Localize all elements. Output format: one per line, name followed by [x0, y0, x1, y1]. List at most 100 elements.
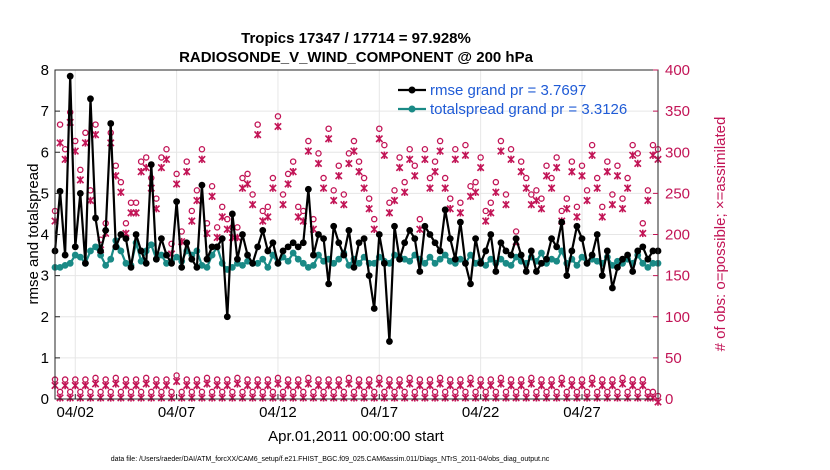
obs-assimilated-marker — [117, 188, 125, 197]
obs-possible-marker — [441, 174, 449, 182]
obs-assimilated-marker — [340, 200, 348, 209]
rmse-point — [147, 161, 155, 168]
obs-assimilated-marker — [137, 394, 145, 402]
obs-possible-marker — [77, 166, 84, 174]
rmse-point — [608, 284, 616, 292]
obs-possible-marker — [573, 203, 581, 211]
rmse-point — [553, 243, 561, 251]
obs-assimilated-marker — [213, 381, 221, 390]
obs-possible-marker — [370, 215, 378, 223]
obs-possible-marker — [553, 154, 560, 161]
obs-possible-marker — [117, 178, 125, 186]
obs-possible-marker — [604, 158, 611, 165]
rmse-point — [284, 243, 292, 251]
obs-possible-marker — [249, 191, 256, 198]
totalspread-point — [573, 261, 581, 269]
obs-possible-marker — [360, 174, 368, 182]
rmse-point — [568, 247, 576, 255]
obs-possible-marker — [421, 145, 429, 153]
obs-possible-marker — [401, 178, 408, 186]
obs-possible-marker — [92, 121, 99, 128]
obs-assimilated-marker — [426, 184, 434, 192]
obs-possible-marker — [350, 137, 358, 145]
obs-possible-marker — [274, 113, 282, 120]
obs-assimilated-marker — [324, 135, 333, 143]
rmse-point — [583, 259, 591, 267]
left-tick-label: 3 — [41, 268, 49, 285]
obs-assimilated-marker — [588, 380, 596, 388]
rmse-point — [274, 259, 282, 267]
obs-assimilated-marker — [593, 184, 601, 192]
rmse-point — [304, 185, 312, 193]
rmse-point — [76, 189, 84, 197]
obs-assimilated-marker — [294, 381, 302, 390]
rmse-point — [335, 239, 343, 247]
obs-assimilated-marker — [416, 381, 424, 390]
totalspread-point — [102, 261, 110, 269]
legend-spread-label: totalspread grand pr = 3.3126 — [430, 101, 627, 118]
obs-assimilated-marker — [309, 394, 318, 402]
obs-assimilated-marker — [451, 394, 460, 402]
obs-assimilated-marker — [552, 163, 561, 172]
obs-possible-marker — [173, 170, 180, 178]
rmse-point — [330, 222, 338, 230]
totalspread-point — [421, 259, 429, 267]
obs-possible-marker — [365, 195, 373, 202]
x-tick-label: 04/12 — [259, 404, 297, 421]
obs-assimilated-marker — [319, 394, 328, 402]
obs-possible-marker — [436, 137, 444, 145]
x-tick-label: 04/27 — [563, 404, 601, 421]
obs-assimilated-marker — [350, 147, 358, 155]
obs-assimilated-marker — [258, 394, 267, 402]
obs-possible-marker — [568, 158, 576, 165]
obs-assimilated-marker — [426, 381, 434, 390]
obs-possible-marker — [137, 158, 145, 165]
rmse-point — [193, 264, 201, 271]
rmse-point — [411, 235, 419, 243]
obs-possible-marker — [244, 170, 251, 178]
obs-assimilated-marker — [405, 155, 414, 164]
obs-assimilated-marker — [497, 380, 505, 388]
obs-assimilated-marker — [142, 380, 150, 388]
left-tick-label: 8 — [41, 62, 49, 79]
obs-assimilated-marker — [400, 394, 409, 402]
rmse-point — [421, 222, 429, 230]
rmse-point — [132, 231, 140, 238]
obs-possible-marker — [320, 174, 327, 182]
obs-possible-marker — [452, 145, 459, 153]
obs-possible-marker — [563, 195, 571, 202]
obs-assimilated-marker — [167, 394, 176, 402]
obs-assimilated-marker — [639, 229, 647, 238]
rmse-point — [441, 206, 449, 214]
obs-possible-marker — [619, 195, 626, 202]
obs-assimilated-marker — [279, 394, 287, 402]
rmse-point — [158, 235, 165, 243]
rmse-point — [234, 255, 241, 263]
totalspread-point — [441, 251, 449, 259]
left-axis-ticks: 0 1 2 3 4 5 6 7 8 — [41, 62, 60, 408]
obs-assimilated-marker — [593, 394, 601, 402]
obs-assimilated-marker — [583, 394, 591, 402]
obs-assimilated-marker — [633, 159, 642, 168]
obs-assimilated-marker — [279, 200, 287, 209]
rmse-point — [218, 235, 226, 243]
obs-assimilated-marker — [583, 196, 591, 205]
obs-possible-marker — [639, 220, 647, 227]
legend-rmse-label: rmse grand pr = 3.7697 — [430, 82, 586, 99]
obs-assimilated-marker — [324, 381, 333, 390]
rmse-point — [426, 231, 434, 238]
obs-possible-marker — [381, 141, 388, 149]
right-tick-label: 50 — [665, 350, 682, 367]
y-axis-label-right: # of obs: o=possible; ×=assimilated — [712, 117, 729, 352]
obs-assimilated-marker — [456, 381, 465, 390]
obs-possible-marker — [446, 195, 454, 202]
rmse-point — [142, 259, 150, 267]
obs-possible-marker — [462, 141, 469, 149]
obs-possible-marker — [188, 207, 196, 215]
obs-count-markers — [51, 108, 662, 406]
totalspread-point — [259, 255, 267, 263]
totalspread-point — [330, 259, 338, 267]
obs-assimilated-marker — [654, 398, 662, 406]
obs-possible-marker — [588, 141, 596, 149]
rmse-point — [456, 218, 464, 226]
